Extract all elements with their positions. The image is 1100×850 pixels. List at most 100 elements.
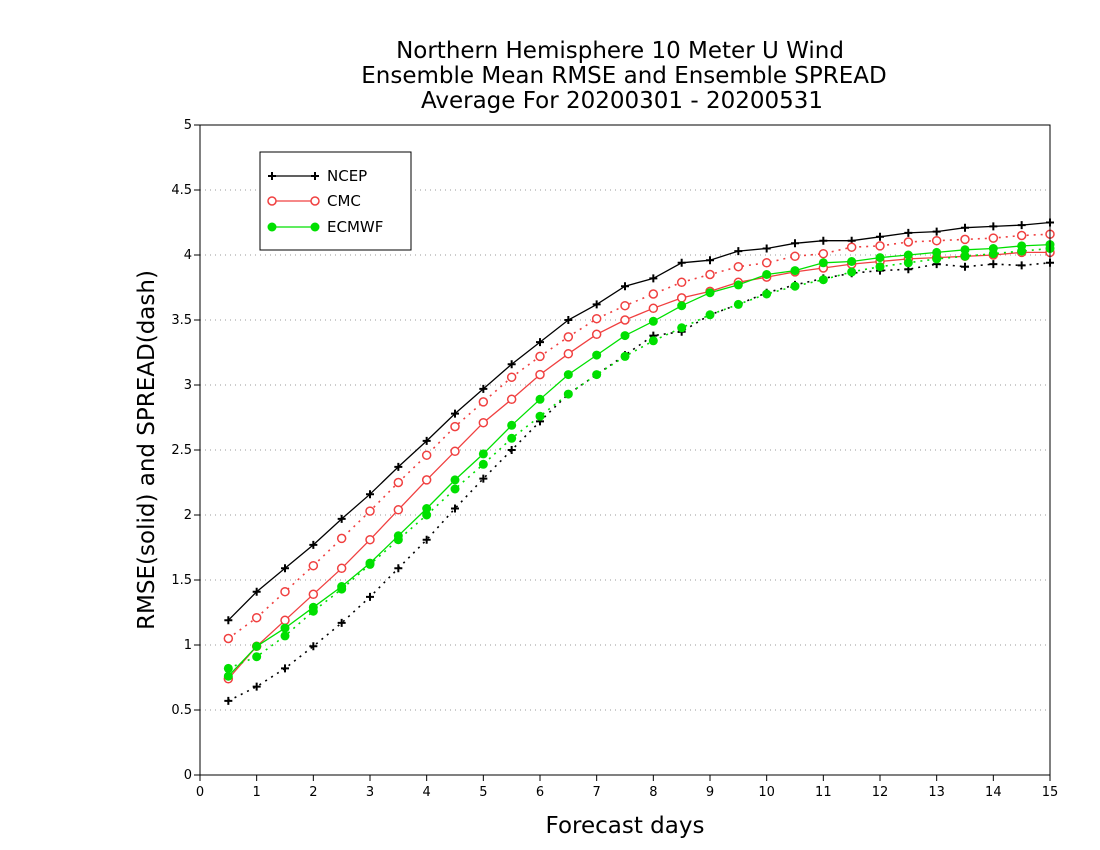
- ncep-spread-line: [227, 262, 1051, 702]
- ecmwf-rmse-point: [223, 671, 233, 681]
- ncep-rmse-point: [932, 227, 941, 236]
- cmc-spread-point: [251, 612, 262, 623]
- cmc-rmse-point: [365, 534, 375, 545]
- ecmwf-spread-point: [932, 254, 942, 264]
- ncep-rmse-point: [961, 223, 969, 232]
- ncep-spread-point: [394, 564, 403, 573]
- x-tick-label: 2: [309, 785, 317, 800]
- x-axis-ticks: 0 1 2 3 4 5 6 7 8 9 10 11 12 13 14 15: [196, 775, 1058, 800]
- ncep-rmse-point: [536, 338, 544, 347]
- cmc-spread-point: [733, 261, 744, 272]
- cmc-spread-point: [365, 506, 375, 516]
- ecmwf-spread-point: [648, 336, 658, 346]
- cmc-spread-point: [1016, 230, 1027, 241]
- ecmwf-spread-point: [365, 559, 375, 569]
- ecmwf-rmse-point: [592, 350, 602, 360]
- ecmwf-spread-point: [677, 323, 687, 333]
- ncep-spread-point: [1017, 261, 1026, 270]
- cmc-spread-point: [846, 242, 857, 252]
- ncep-rmse-point: [649, 274, 658, 283]
- x-tick-label: 12: [872, 785, 889, 800]
- ncep-rmse-point: [904, 228, 913, 237]
- cmc-rmse-point: [280, 615, 290, 626]
- ncep-rmse-point: [309, 540, 318, 549]
- legend-marker-cmc-a: [267, 196, 277, 206]
- ncep-rmse-point: [791, 239, 799, 248]
- ecmwf-rmse-point: [252, 641, 262, 651]
- y-tick-label: 3: [184, 378, 192, 393]
- legend-entry-cmc: CMC: [267, 192, 361, 210]
- cmc-rmse-point: [676, 293, 687, 303]
- ncep-rmse-point: [734, 247, 743, 256]
- x-tick-label: 11: [815, 785, 832, 800]
- ncep-spread-point: [281, 664, 289, 673]
- ecmwf-spread-point: [308, 606, 318, 616]
- ncep-spread-point: [366, 592, 374, 601]
- y-axis-label: RMSE(solid) and SPREAD(dash): [134, 270, 160, 630]
- ecmwf-rmse-point: [620, 331, 630, 341]
- cmc-spread-point: [875, 241, 885, 251]
- cmc-spread-point: [450, 421, 460, 432]
- ecmwf-spread-point: [847, 267, 857, 277]
- ncep-spread-point: [989, 260, 998, 269]
- ncep-rmse-point: [394, 462, 403, 471]
- ncep-rmse-point: [224, 616, 233, 625]
- legend-marker-cmc-b: [310, 196, 320, 206]
- ncep-rmse-point: [281, 564, 289, 573]
- x-tick-label: 8: [649, 785, 657, 800]
- ncep-spread-point: [451, 504, 459, 513]
- ecmwf-spread-point: [762, 289, 772, 299]
- ncep-rmse-point: [479, 384, 488, 393]
- ncep-spread-point: [337, 618, 346, 627]
- ecmwf-rmse-point: [903, 250, 913, 260]
- ecmwf-rmse-point: [450, 475, 460, 485]
- ncep-rmse-point: [592, 300, 601, 309]
- ncep-rmse-point: [366, 490, 374, 499]
- legend-marker-ecmwf-b: [310, 222, 320, 232]
- cmc-spread-point: [818, 248, 829, 259]
- cmc-spread-point: [336, 533, 347, 544]
- y-tick-label: 5: [184, 118, 192, 133]
- series-lines: [223, 218, 1055, 705]
- cmc-spread-point: [506, 372, 517, 382]
- cmc-spread-point: [478, 397, 489, 407]
- cmc-spread-point: [280, 586, 290, 597]
- ecmwf-rmse-point: [648, 316, 658, 326]
- legend-entry-ecmwf: ECMWF: [267, 218, 383, 236]
- y-tick-label: 0: [184, 768, 192, 783]
- legend-marker-ncep: [268, 172, 319, 180]
- ecmwf-spread-point: [960, 251, 970, 261]
- x-tick-label: 0: [196, 785, 204, 800]
- cmc-spread-point: [903, 237, 914, 247]
- legend-label-cmc: CMC: [327, 192, 361, 210]
- legend-label-ecmwf: ECMWF: [327, 218, 383, 236]
- ncep-rmse-point: [762, 244, 771, 253]
- cmc-spread-point: [393, 477, 404, 488]
- x-tick-label: 7: [593, 785, 601, 800]
- ecmwf-spread-point: [620, 351, 630, 361]
- ecmwf-spread-point: [223, 663, 233, 673]
- ecmwf-rmse-point: [932, 247, 942, 257]
- ecmwf-rmse-point: [677, 301, 687, 311]
- ecmwf-spread-point: [478, 459, 488, 469]
- y-tick-label: 2.5: [171, 443, 192, 458]
- cmc-spread-point: [620, 300, 630, 311]
- x-tick-label: 3: [366, 785, 374, 800]
- x-tick-label: 9: [706, 785, 714, 800]
- ncep-rmse-point: [1017, 221, 1026, 230]
- ecmwf-spread-point: [733, 299, 743, 309]
- cmc-rmse-point: [591, 329, 602, 340]
- x-tick-label: 5: [479, 785, 487, 800]
- ecmwf-spread-point: [988, 249, 998, 259]
- legend-marker-ecmwf-a: [267, 222, 277, 232]
- ecmwf-spread-point: [337, 584, 347, 594]
- cmc-spread-point: [535, 351, 545, 362]
- ecmwf-spread-point: [1017, 246, 1027, 256]
- ncep-rmse-point: [252, 587, 261, 596]
- ecmwf-rmse-point: [790, 266, 800, 276]
- ncep-rmse-point: [876, 232, 884, 241]
- ecmwf-rmse-point: [478, 449, 488, 459]
- cmc-spread-point: [421, 450, 432, 460]
- cmc-rmse-point: [393, 505, 404, 515]
- y-tick-label: 1.5: [171, 573, 192, 588]
